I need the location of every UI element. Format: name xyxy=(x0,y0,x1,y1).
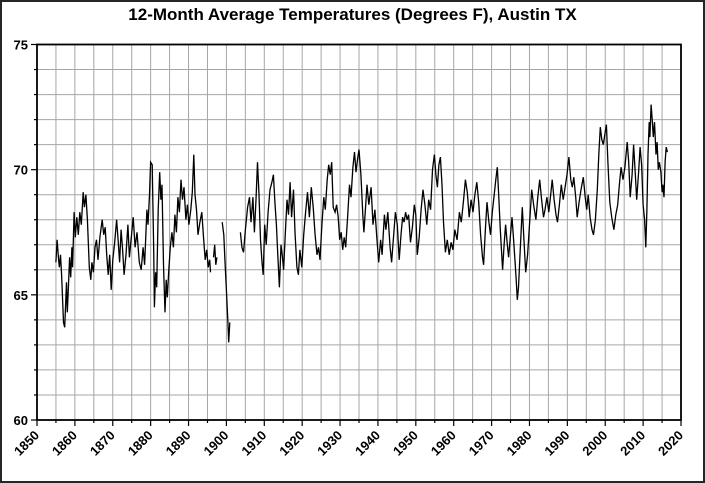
x-axis-label: 1910 xyxy=(238,428,269,459)
y-axis-label: 60 xyxy=(14,413,28,428)
x-axis-label: 1920 xyxy=(276,428,307,459)
x-axis-label: 1950 xyxy=(390,428,421,459)
x-axis-label: 1970 xyxy=(466,428,497,459)
x-axis-label: 2020 xyxy=(655,428,686,459)
x-axis-label: 2010 xyxy=(617,428,648,459)
y-axis-label: 75 xyxy=(14,38,28,53)
x-axis-label: 1980 xyxy=(504,428,535,459)
x-axis-label: 1880 xyxy=(125,428,156,459)
x-axis-label: 2000 xyxy=(579,428,610,459)
x-axis-label: 1890 xyxy=(163,428,194,459)
x-axis-label: 1900 xyxy=(200,428,231,459)
x-axis-label: 1860 xyxy=(49,428,80,459)
temperature-series-line xyxy=(212,244,218,265)
x-axis-label: 1940 xyxy=(352,428,383,459)
x-axis-label: 1990 xyxy=(541,428,572,459)
x-axis-label: 1960 xyxy=(428,428,459,459)
temperature-series-line xyxy=(221,222,231,343)
y-axis-label: 65 xyxy=(14,288,28,303)
temperature-series-line xyxy=(239,104,669,300)
temperature-series-line xyxy=(55,154,212,328)
x-axis-label: 1850 xyxy=(11,428,42,459)
x-axis-label: 1870 xyxy=(87,428,118,459)
y-axis-label: 70 xyxy=(14,163,28,178)
chart-title: 12-Month Average Temperatures (Degrees F… xyxy=(128,5,577,24)
x-axis-label: 1930 xyxy=(314,428,345,459)
